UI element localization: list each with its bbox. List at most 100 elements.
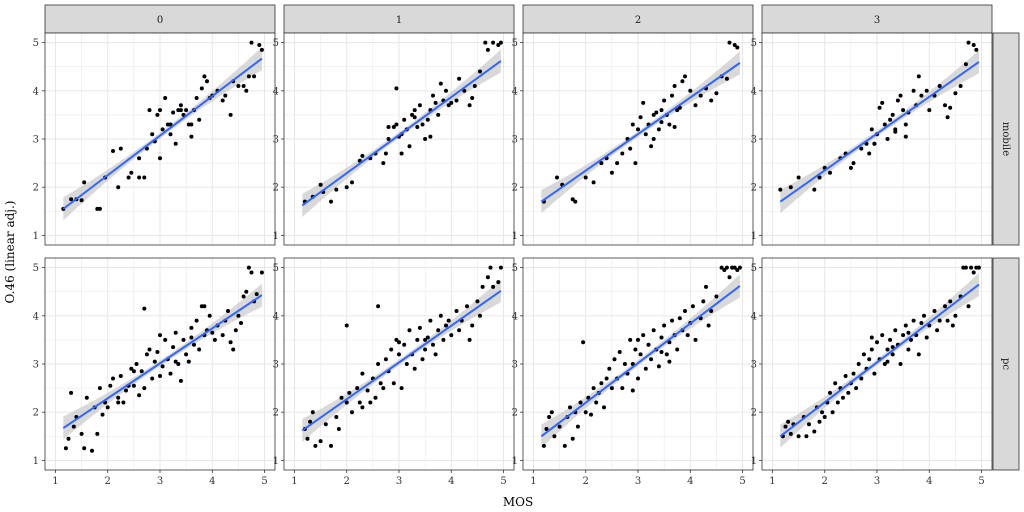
data-point bbox=[620, 151, 625, 156]
data-point bbox=[402, 117, 407, 122]
x-tick-label: 2 bbox=[822, 476, 828, 487]
data-point bbox=[812, 187, 817, 192]
data-point bbox=[116, 400, 121, 405]
data-point bbox=[732, 43, 737, 47]
data-point bbox=[683, 74, 687, 79]
data-point bbox=[105, 405, 110, 410]
data-point bbox=[417, 103, 422, 108]
data-point bbox=[976, 265, 981, 270]
data-point bbox=[438, 313, 443, 318]
row-strip-pc bbox=[992, 257, 1020, 471]
data-point bbox=[851, 161, 856, 166]
data-point bbox=[898, 93, 903, 98]
data-point bbox=[898, 362, 903, 366]
data-point bbox=[727, 40, 732, 45]
data-point bbox=[651, 137, 656, 141]
panel-0-mobile: 1 2 3 4 5 bbox=[33, 32, 276, 246]
regression-line bbox=[779, 283, 980, 438]
regression-line bbox=[779, 61, 980, 203]
data-point bbox=[677, 316, 682, 321]
data-point bbox=[163, 337, 168, 342]
data-point bbox=[189, 122, 194, 127]
data-point bbox=[651, 328, 656, 333]
data-point bbox=[178, 378, 183, 383]
data-point bbox=[336, 427, 341, 431]
data-point bbox=[963, 62, 968, 67]
data-point bbox=[638, 352, 643, 357]
data-point bbox=[709, 309, 714, 313]
data-point bbox=[339, 395, 344, 400]
data-point bbox=[948, 105, 953, 110]
data-point bbox=[310, 410, 315, 415]
data-point bbox=[945, 115, 950, 120]
data-point bbox=[134, 362, 139, 366]
data-point bbox=[394, 337, 399, 342]
data-point bbox=[171, 345, 176, 350]
data-point bbox=[659, 350, 664, 354]
y-tick-label: 4 bbox=[273, 86, 279, 97]
data-point bbox=[672, 125, 677, 129]
data-point bbox=[706, 323, 711, 328]
data-point bbox=[890, 112, 895, 117]
data-point bbox=[71, 424, 76, 429]
y-tick-label: 3 bbox=[273, 135, 279, 146]
data-point bbox=[152, 359, 157, 364]
data-point bbox=[118, 146, 123, 151]
data-point bbox=[192, 342, 196, 347]
data-point bbox=[97, 386, 102, 391]
data-point bbox=[436, 328, 441, 333]
x-tick-label: 4 bbox=[209, 476, 215, 487]
data-point bbox=[116, 395, 121, 400]
data-point bbox=[95, 431, 100, 436]
data-point bbox=[84, 395, 89, 400]
data-point bbox=[935, 328, 940, 333]
data-point bbox=[318, 182, 323, 187]
data-point bbox=[869, 335, 874, 340]
data-point bbox=[830, 410, 835, 415]
data-point bbox=[788, 185, 793, 190]
data-point bbox=[142, 386, 147, 391]
data-point bbox=[804, 434, 809, 439]
data-point bbox=[875, 340, 879, 345]
data-point bbox=[945, 318, 950, 323]
data-point bbox=[407, 328, 412, 333]
data-point bbox=[971, 43, 976, 47]
x-tick-label: 2 bbox=[344, 476, 350, 487]
data-point bbox=[121, 400, 126, 405]
data-point bbox=[467, 337, 472, 342]
y-tick-label: 4 bbox=[512, 86, 518, 97]
data-point bbox=[732, 265, 737, 270]
data-point bbox=[683, 309, 687, 313]
data-point bbox=[423, 337, 428, 342]
data-point bbox=[651, 112, 656, 117]
data-point bbox=[675, 347, 680, 352]
data-point bbox=[472, 84, 477, 88]
x-tick-label: 5 bbox=[978, 476, 984, 487]
y-tick-label: 4 bbox=[751, 311, 757, 322]
data-point bbox=[433, 100, 438, 105]
y-axis-title: O.46 (linear adj.) bbox=[3, 201, 17, 304]
data-point bbox=[659, 120, 664, 125]
data-point bbox=[591, 386, 596, 391]
data-point bbox=[859, 146, 864, 151]
data-point bbox=[714, 91, 719, 96]
data-point bbox=[480, 284, 485, 289]
y-tick-label: 2 bbox=[273, 183, 279, 194]
data-point bbox=[578, 400, 583, 405]
data-point bbox=[252, 74, 257, 79]
data-point bbox=[137, 156, 142, 161]
data-point bbox=[428, 318, 433, 323]
data-point bbox=[205, 79, 209, 84]
panel-2-mobile: 1 2 3 4 5 bbox=[512, 32, 754, 246]
y-tick-label: 2 bbox=[512, 408, 518, 419]
data-point bbox=[630, 362, 635, 366]
data-point bbox=[783, 424, 788, 429]
data-point bbox=[491, 284, 496, 289]
data-point bbox=[867, 357, 872, 362]
data-point bbox=[259, 270, 264, 275]
data-point bbox=[685, 333, 690, 338]
data-point bbox=[966, 40, 971, 45]
panel-3-pc: 1 2 3 4 5 1 2 3 4 5 bbox=[751, 257, 993, 487]
data-point bbox=[246, 74, 251, 79]
